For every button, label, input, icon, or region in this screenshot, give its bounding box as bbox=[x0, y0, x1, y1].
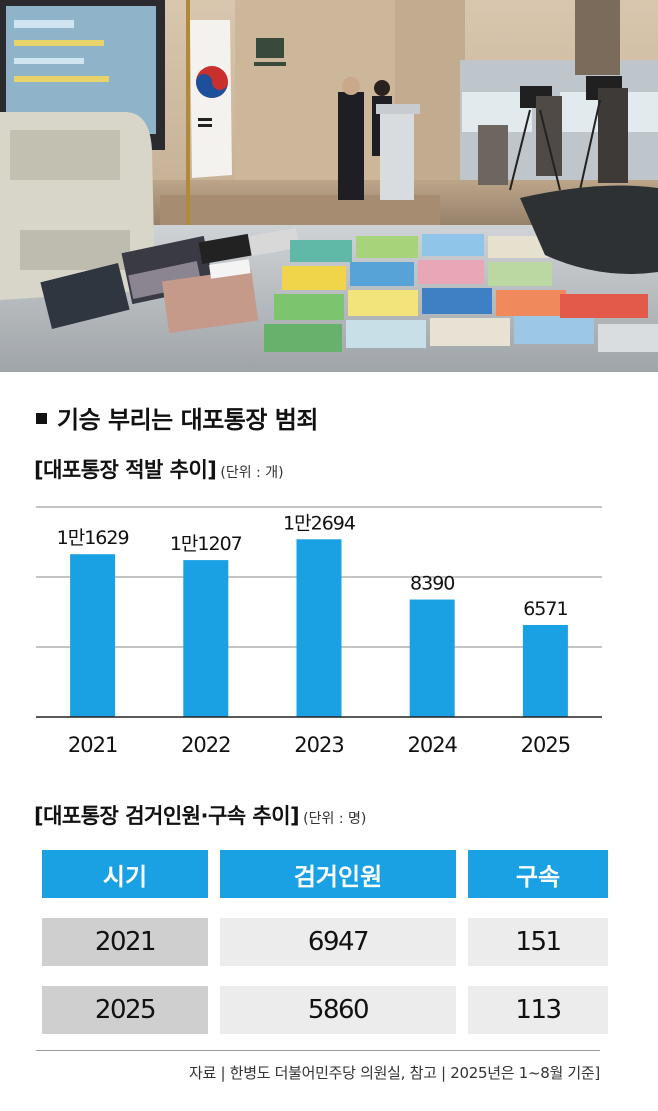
bar-2021 bbox=[70, 554, 116, 717]
bar-2024 bbox=[409, 599, 455, 717]
table-title: [대포통장 검거인원·구속 추이] bbox=[34, 804, 300, 828]
tick-label-2022: 2022 bbox=[181, 733, 230, 757]
tick-label-2025: 2025 bbox=[521, 733, 570, 757]
tick-label-2021: 2021 bbox=[68, 733, 117, 757]
table-row: 2021 6947 151 bbox=[42, 918, 608, 966]
data-label-2023: 1만2694 bbox=[283, 512, 356, 534]
bar-chart: 1만1629 2021 1만1207 2022 1만2694 2023 8390 2024 65… bbox=[36, 506, 602, 757]
chart-title: [대포통장 적발 추이] bbox=[34, 458, 217, 482]
arrest-table: 시기 검거인원 구속 2021 6947 151 2025 5860 113 bbox=[30, 850, 620, 1034]
data-label-2024: 8390 bbox=[410, 573, 454, 595]
chart-unit: (단위 : 개) bbox=[220, 465, 284, 481]
source-note: 자료 | 한병도 더불어민주당 의원실, 참고 | 2025년은 1~8월 기준… bbox=[189, 1064, 600, 1082]
table-unit: (단위 : 명) bbox=[303, 811, 367, 827]
row-detentions: 113 bbox=[468, 986, 608, 1034]
chart-section-title: [대포통장 적발 추이] (단위 : 개) bbox=[34, 454, 284, 484]
data-label-2021: 1만1629 bbox=[57, 527, 129, 549]
tick-label-2023: 2023 bbox=[294, 733, 343, 757]
table-section-title: [대포통장 검거인원·구속 추이] (단위 : 명) bbox=[34, 800, 366, 830]
headline-text: 기승 부리는 대포통장 범죄 bbox=[57, 406, 318, 434]
row-year: 2025 bbox=[42, 986, 208, 1034]
row-arrests: 5860 bbox=[220, 986, 456, 1034]
row-detentions: 151 bbox=[468, 918, 608, 966]
row-arrests: 6947 bbox=[220, 918, 456, 966]
headline-square-bullet-icon bbox=[36, 413, 47, 424]
bar-2022 bbox=[183, 560, 229, 717]
source-divider bbox=[36, 1050, 600, 1051]
bar-2023 bbox=[296, 539, 342, 717]
row-year: 2021 bbox=[42, 918, 208, 966]
tick-label-2024: 2024 bbox=[407, 733, 457, 757]
header-period: 시기 bbox=[42, 850, 208, 898]
press-briefing-photo bbox=[0, 0, 658, 372]
header-detentions: 구속 bbox=[468, 850, 608, 898]
data-label-2025: 6571 bbox=[523, 598, 567, 620]
table-header-row: 시기 검거인원 구속 bbox=[42, 850, 608, 898]
data-label-2022: 1만1207 bbox=[170, 533, 242, 555]
header-arrests: 검거인원 bbox=[220, 850, 456, 898]
headline: 기승 부리는 대포통장 범죄 bbox=[36, 400, 318, 435]
bar-2025 bbox=[522, 625, 568, 717]
table-row: 2025 5860 113 bbox=[42, 986, 608, 1034]
